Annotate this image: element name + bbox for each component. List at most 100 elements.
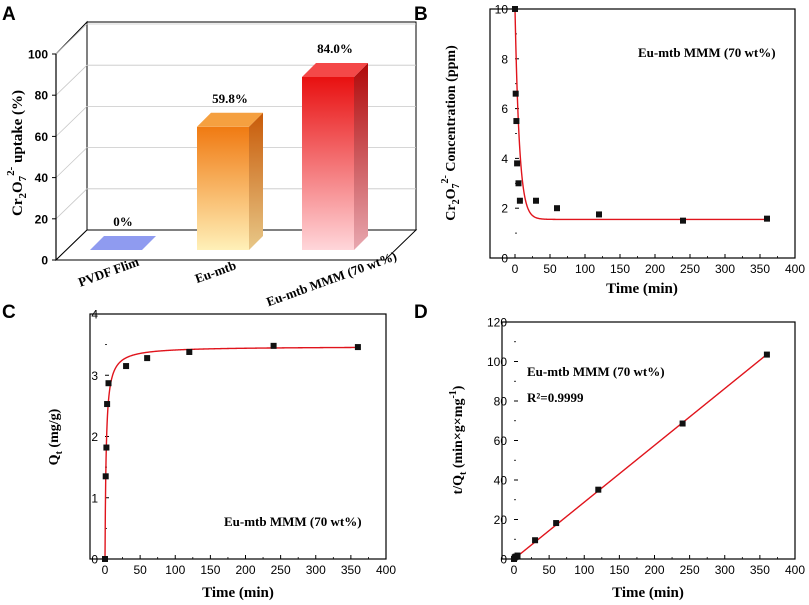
panel-a-y-tick-label: 80	[35, 89, 49, 103]
x-tick-label: 400	[785, 262, 805, 276]
data-point	[102, 556, 108, 562]
x-tick-label: 150	[609, 563, 629, 577]
panel-a-gridline	[55, 147, 88, 178]
x-tick-label: 300	[715, 563, 735, 577]
x-tick-label: 150	[610, 262, 630, 276]
panel-b-frame	[489, 8, 796, 259]
panel-a-bars: 0% 59.8% 84.0%	[90, 41, 368, 251]
panel-c-fit-curve	[104, 346, 358, 560]
panel-letter-d: D	[414, 302, 428, 323]
panel-a-bar-side	[249, 112, 263, 250]
panel-c-legend: Eu-mtb MMM (70 wt%)	[224, 514, 362, 529]
x-tick-label: 150	[200, 563, 220, 577]
data-point	[514, 160, 521, 167]
panel-b-concentration-chart: 0 50 100 150 200 250 300 350 400 0 2 4 6 8 10 Eu-mtb M…	[440, 3, 805, 298]
data-point	[516, 197, 523, 204]
data-point	[186, 348, 193, 355]
panel-b-x-axis-label: Time (min)	[606, 281, 678, 297]
panel-b-legend: Eu-mtb MMM (70 wt%)	[638, 45, 776, 60]
data-point	[512, 6, 518, 12]
panel-d-data-points	[511, 351, 770, 562]
data-point	[513, 118, 520, 125]
panel-d-y-axis-label: t/Qt (min×g×mg-1)	[448, 385, 469, 494]
data-point	[103, 444, 110, 451]
x-tick-label: 50	[133, 563, 147, 577]
data-point	[679, 420, 686, 427]
data-point	[102, 473, 109, 480]
panel-b-ticks: 0 50 100 150 200 250 300 350 400 0 2 4 6 8 10	[495, 3, 806, 277]
panel-a-bar-flat	[90, 236, 156, 250]
x-tick-label: 200	[644, 563, 664, 577]
panel-letter-b: B	[414, 4, 428, 25]
panel-a-category-label: Eu-mtb	[193, 257, 238, 286]
y-tick-label: 8	[501, 52, 508, 66]
panel-a-bar-side	[354, 62, 368, 251]
data-point	[270, 342, 277, 349]
x-tick-label: 250	[680, 262, 700, 276]
panel-a-bar-front	[302, 76, 354, 251]
panel-d-fit-line	[513, 353, 768, 560]
panel-a-gridline	[55, 188, 88, 220]
x-tick-label: 350	[750, 262, 770, 276]
panel-a-gridline	[55, 64, 88, 96]
x-tick-label: 350	[341, 563, 361, 577]
panel-a-bar: 84.0%	[302, 41, 368, 251]
panel-a-bar: 59.8%	[197, 91, 263, 250]
panel-c-y-axis-label: Qt (mg/g)	[47, 408, 65, 465]
panel-c-ticks: 0 50 100 150 200 250 300 350 400 0 1 2 3 4	[91, 308, 396, 578]
x-tick-label: 400	[376, 563, 396, 577]
panel-a-bar-top	[197, 112, 263, 127]
panel-a-side-wall	[55, 20, 88, 262]
data-point	[515, 180, 522, 187]
panel-d-frame	[501, 321, 796, 560]
panel-a-data-label: 0%	[113, 214, 133, 229]
panel-b-fit-curve	[514, 8, 767, 221]
panel-a-gridline	[55, 23, 88, 55]
x-tick-label: 200	[235, 563, 255, 577]
y-tick-label: 3	[91, 369, 98, 383]
x-tick-label: 50	[543, 262, 557, 276]
y-tick-label: 10	[495, 3, 509, 17]
data-point	[514, 552, 521, 559]
data-point	[596, 211, 602, 218]
x-tick-label: 100	[574, 563, 594, 577]
panel-a-bar: 0%	[90, 214, 156, 250]
panel-a-y-axis-label: Cr2O72- uptake (%)	[5, 90, 29, 216]
x-tick-label: 100	[165, 563, 185, 577]
panel-a-bar-front	[197, 126, 249, 250]
y-tick-label: 4	[501, 152, 508, 166]
panel-a-y-tick-label: 60	[35, 130, 49, 144]
data-point	[512, 90, 519, 97]
y-tick-label: 2	[91, 430, 98, 444]
x-tick-label: 200	[645, 262, 665, 276]
data-point	[680, 217, 686, 224]
data-point	[354, 344, 361, 351]
panel-c-data-points	[102, 342, 361, 562]
data-point	[533, 197, 539, 204]
panel-letter-a: A	[2, 4, 16, 25]
panel-d-ticks: 0 50 100 150 200 250 300 350 400 0 20 40 60 80 100 120	[487, 316, 805, 578]
x-tick-label: 350	[750, 563, 770, 577]
data-point	[105, 380, 112, 387]
panel-a-bar-top	[302, 62, 368, 77]
panel-d-r2-annotation: R²=0.9999	[527, 390, 584, 405]
y-tick-label: 80	[494, 395, 508, 409]
data-point	[595, 486, 602, 493]
panel-a-y-tick-label: 40	[35, 171, 49, 185]
x-tick-label: 300	[715, 262, 735, 276]
panel-c-uptake-chart: 0 50 100 150 200 250 300 350 400 0 1 2 3 4 Eu-mtb MMM…	[47, 308, 396, 602]
x-tick-label: 0	[511, 563, 518, 577]
y-tick-label: 1	[91, 491, 98, 505]
y-tick-label: 0	[91, 553, 98, 567]
x-tick-label: 250	[680, 563, 700, 577]
y-tick-label: 120	[487, 316, 507, 330]
panel-b-data-points	[512, 6, 770, 224]
panel-a-y-tick-label: 0	[41, 254, 48, 268]
data-point	[763, 351, 770, 358]
data-point	[123, 363, 130, 370]
data-point	[554, 205, 560, 212]
x-tick-label: 250	[271, 563, 291, 577]
data-point	[104, 401, 111, 408]
panel-d-x-axis-label: Time (min)	[612, 585, 684, 601]
